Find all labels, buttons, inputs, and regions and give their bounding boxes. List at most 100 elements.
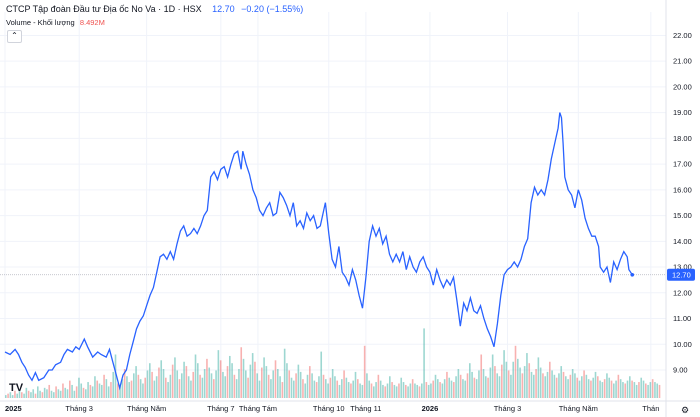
volume-bar <box>126 376 128 398</box>
volume-bar <box>427 384 430 398</box>
volume-bar <box>391 382 393 398</box>
volume-bar <box>217 350 220 398</box>
last-price: 12.70 <box>212 4 235 14</box>
volume-bar <box>635 384 638 398</box>
volume-bar <box>432 380 435 398</box>
x-tick-label: 2025 <box>5 404 22 413</box>
tradingview-logo[interactable]: TV <box>9 382 24 394</box>
volume-bar <box>155 376 158 398</box>
volume-bar <box>32 389 35 398</box>
volume-bar <box>571 369 574 398</box>
volume-bar <box>368 380 371 398</box>
volume-bar <box>658 384 661 398</box>
volume-bar <box>526 353 528 398</box>
volume-bar <box>510 374 512 398</box>
volume-bar <box>199 374 201 398</box>
volume-bar <box>528 363 531 398</box>
chevron-up-icon[interactable]: ⌃ <box>7 30 22 43</box>
volume-bar <box>535 369 537 398</box>
volume-bar <box>233 374 236 398</box>
volume-bar <box>651 379 654 398</box>
volume-bar <box>185 366 188 398</box>
volume-bar <box>270 379 272 398</box>
volume-bar <box>277 369 279 398</box>
volume-bar <box>37 386 39 398</box>
volume-legend[interactable]: Volume - Khối lượng 8.492M <box>6 18 105 27</box>
volume-bar <box>306 374 309 398</box>
volume-bar <box>142 383 144 398</box>
volume-bar <box>407 386 409 398</box>
volume-bar <box>430 383 432 398</box>
volume-bar <box>187 376 190 398</box>
price-series-line <box>4 112 633 391</box>
volume-bar <box>91 386 94 398</box>
symbol-title[interactable]: CTCP Tập đoàn Đầu tư Địa ốc No Va · 1D ·… <box>6 4 202 14</box>
volume-bar <box>576 377 579 398</box>
volume-bar <box>441 383 444 398</box>
volume-bar <box>7 393 9 398</box>
volume-bar <box>215 370 217 398</box>
volume-bar <box>553 374 556 398</box>
volume-bar <box>114 354 117 398</box>
volume-bar <box>562 371 565 398</box>
volume-bar <box>64 387 67 398</box>
volume-bar <box>14 390 16 398</box>
volume-bar <box>302 379 304 398</box>
volume-bar <box>398 383 400 398</box>
volume-bar <box>334 376 336 398</box>
volume-bar <box>462 379 464 398</box>
volume-bar <box>363 345 366 398</box>
volume-bar <box>592 377 595 398</box>
volume-bar <box>400 377 403 398</box>
volume-bar <box>313 380 316 398</box>
volume-bar <box>402 382 405 398</box>
volume-bar <box>78 377 80 398</box>
volume-bar <box>617 374 620 398</box>
volume-bar <box>34 393 37 398</box>
volume-bar <box>119 384 121 398</box>
volume-bar <box>501 364 503 398</box>
volume-bar <box>46 389 48 398</box>
volume-bar <box>574 373 576 398</box>
volume-bar <box>293 380 295 398</box>
volume-bar <box>160 360 163 398</box>
volume-bar <box>53 392 55 398</box>
volume-bar <box>341 379 343 398</box>
volume-bar <box>459 374 462 398</box>
volume-bar <box>176 370 179 398</box>
volume-bar <box>281 382 284 398</box>
y-tick-label: 13.00 <box>673 263 692 272</box>
volume-bar <box>505 361 508 398</box>
volume-bar <box>416 384 419 398</box>
volume-bar <box>523 366 526 398</box>
volume-bar <box>231 363 233 398</box>
volume-bar <box>542 373 544 398</box>
x-tick-label: Tháng 10 <box>313 404 345 413</box>
volume-bar <box>619 379 622 398</box>
volume-bar <box>194 354 197 398</box>
volume-bar <box>62 383 64 398</box>
x-tick-label: Tháng Năm <box>127 404 166 413</box>
volume-bar <box>128 382 131 398</box>
volume-bar <box>190 380 192 398</box>
volume-bar <box>386 383 389 398</box>
volume-bar <box>377 374 380 398</box>
gear-icon[interactable]: ⚙ <box>681 405 690 415</box>
volume-bar <box>359 383 361 398</box>
volume-bar <box>11 395 14 398</box>
volume-bar <box>485 376 487 398</box>
volume-bar <box>112 371 115 398</box>
volume-bar <box>267 374 270 398</box>
volume-bar <box>288 370 291 398</box>
volume-bar <box>320 351 323 398</box>
volume-bar <box>66 389 69 398</box>
last-price-badge <box>667 268 695 281</box>
volume-bar <box>615 380 617 398</box>
volume-bar <box>338 384 341 398</box>
volume-bar <box>567 379 569 398</box>
volume-bar <box>286 363 288 398</box>
volume-bar <box>473 377 476 398</box>
volume-bar <box>167 382 169 398</box>
volume-bar <box>578 380 581 398</box>
